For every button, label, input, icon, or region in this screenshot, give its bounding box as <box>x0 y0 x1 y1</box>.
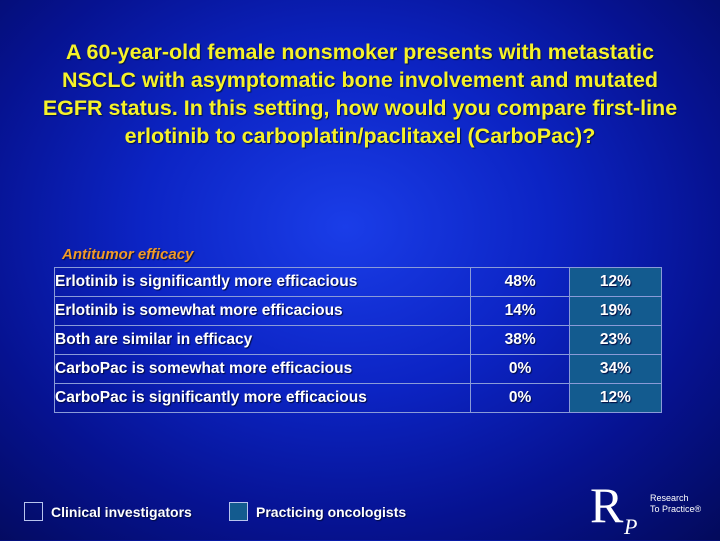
logo-line-2: To Practice® <box>650 504 702 514</box>
row-label: CarboPac is significantly more efficacio… <box>53 383 472 413</box>
table-row: CarboPac is significantly more efficacio… <box>53 383 663 413</box>
table-row: CarboPac is somewhat more efficacious 0%… <box>53 354 663 384</box>
oncologists-value: 23% <box>568 325 663 355</box>
oncologists-value: 34% <box>568 354 663 384</box>
row-label: Erlotinib is significantly more efficaci… <box>53 267 472 297</box>
legend-label-oncologists: Practicing oncologists <box>256 503 407 520</box>
oncologists-value: 12% <box>568 267 663 297</box>
table-row: Erlotinib is significantly more efficaci… <box>53 267 663 297</box>
section-label: Antitumor efficacy <box>62 246 194 263</box>
slide-title: A 60-year-old female nonsmoker presents … <box>42 40 678 148</box>
investigators-value: 0% <box>470 354 570 384</box>
legend-oncologists: Practicing oncologists <box>229 502 406 521</box>
legend-label-investigators: Clinical investigators <box>51 503 192 520</box>
row-label: Both are similar in efficacy <box>53 325 472 355</box>
row-label: CarboPac is somewhat more efficacious <box>53 354 472 384</box>
investigators-value: 14% <box>470 296 570 326</box>
logo-letter-p: P <box>623 514 637 536</box>
table-row: Erlotinib is somewhat more efficacious 1… <box>53 296 663 326</box>
oncologists-value: 12% <box>568 383 663 413</box>
rp-monogram-icon: R P <box>590 477 637 539</box>
row-label: Erlotinib is somewhat more efficacious <box>53 296 472 326</box>
legend-swatch-oncologists <box>229 502 248 521</box>
results-table: Erlotinib is significantly more efficaci… <box>53 267 663 413</box>
legend-investigators: Clinical investigators <box>24 502 192 521</box>
table-row: Both are similar in efficacy 38% 23% <box>53 325 663 355</box>
investigators-value: 38% <box>470 325 570 355</box>
investigators-value: 48% <box>470 267 570 297</box>
investigators-value: 0% <box>470 383 570 413</box>
legend-swatch-investigators <box>24 502 43 521</box>
research-to-practice-logo: R P Research To Practice® <box>588 476 708 539</box>
logo-line-1: Research <box>650 493 689 503</box>
logo-letter-r: R <box>590 477 624 533</box>
oncologists-value: 19% <box>568 296 663 326</box>
